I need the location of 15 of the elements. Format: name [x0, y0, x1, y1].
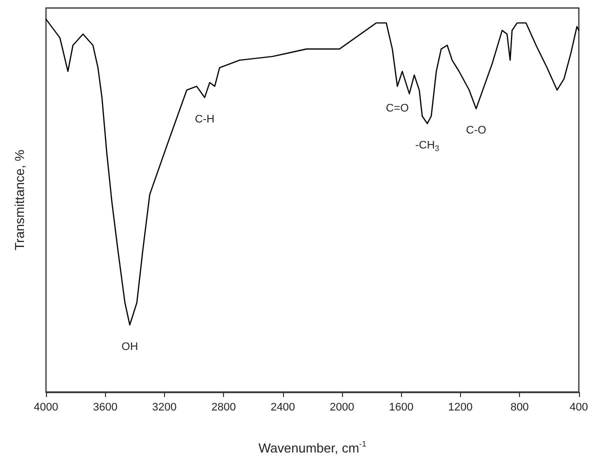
x-tick-label: 1200	[448, 402, 473, 414]
x-tick-label: 2000	[330, 402, 354, 414]
annotation: C=O	[386, 102, 410, 114]
x-tick-label: 1600	[388, 402, 414, 414]
x-tick-label: 800	[510, 402, 529, 414]
annotation: OH	[122, 340, 138, 353]
x-tick-label: 2400	[270, 402, 296, 414]
y-axis-title: Transmittance, %	[12, 149, 27, 250]
annotation: C-O	[466, 124, 487, 137]
x-tick-label: 2800	[211, 402, 236, 414]
x-tick-label: 3600	[92, 402, 118, 414]
x-tick-label: 4000	[34, 402, 58, 414]
annotation: C-H	[194, 113, 214, 126]
x-tick-label: 3200	[152, 402, 177, 414]
x-tick-label: 400	[570, 402, 588, 414]
